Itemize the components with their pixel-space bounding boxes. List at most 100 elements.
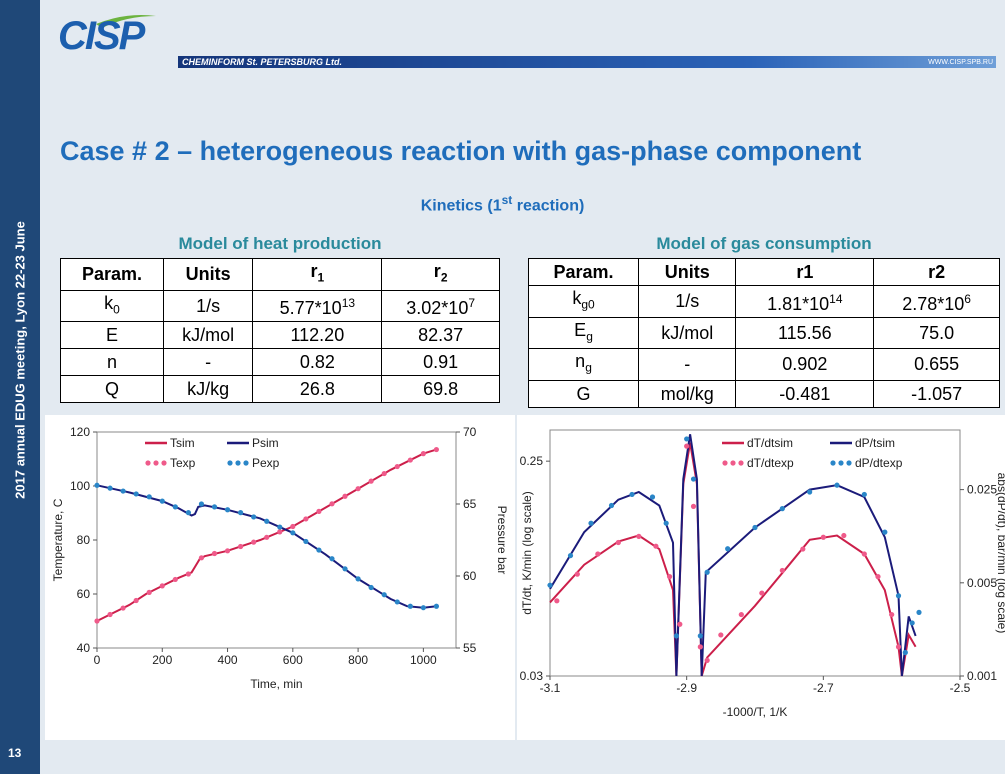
- data-point: [355, 576, 361, 582]
- x-tick-label: -2.5: [950, 681, 971, 695]
- text: 26.8: [299, 379, 335, 400]
- data-point: [895, 644, 902, 650]
- text: E: [574, 319, 587, 340]
- data-point: [94, 618, 100, 624]
- legend-swatch: [838, 460, 844, 466]
- legend-swatch: [227, 460, 233, 466]
- table-header-row: Param. Units r1 r2: [527, 258, 1000, 286]
- data-point: [146, 494, 152, 500]
- data-point: [629, 491, 635, 498]
- table: Param. Units r1 r2 kg0 1/s 1.81*1014 2.78*106 Eg…: [527, 258, 1000, 408]
- text: k: [572, 288, 582, 308]
- data-point: [690, 476, 697, 482]
- text: E: [105, 325, 118, 346]
- data-point: [916, 609, 922, 615]
- y-axis-label: Temperature, C: [51, 498, 65, 581]
- data-point: [303, 516, 309, 522]
- company: CHEMINFORM St. PETERSBURG Ltd.: [182, 57, 342, 67]
- superscript: 13: [341, 296, 356, 311]
- text: 69.8: [423, 379, 459, 400]
- y2-axis-label: abs(dP/dt), bar/min (log scale): [995, 473, 1005, 634]
- header-cell: r1: [252, 258, 383, 291]
- table-row: kg0 1/s 1.81*1014 2.78*106: [527, 285, 1000, 318]
- header-bar: [178, 56, 996, 68]
- text: -1.057: [911, 383, 963, 404]
- data-point: [697, 633, 703, 639]
- y2-tick-label: 60: [463, 569, 477, 583]
- data-point: [420, 605, 426, 611]
- data-point: [368, 584, 374, 591]
- x-tick-label: 800: [348, 653, 368, 667]
- cell: -1.057: [873, 379, 1000, 408]
- text: Kinetics (1: [420, 197, 502, 215]
- superscript: 7: [468, 296, 476, 311]
- sidebar: [0, 0, 40, 774]
- text: mol/kg: [660, 383, 714, 404]
- text: 75.0: [919, 322, 955, 343]
- x-tick-label: 600: [283, 653, 303, 667]
- data-point: [779, 506, 785, 512]
- cell: mol/kg: [638, 379, 737, 408]
- data-point: [238, 543, 244, 550]
- data-point: [394, 463, 400, 470]
- text: Units: [185, 264, 231, 285]
- data-point: [211, 504, 218, 510]
- cell: k0: [60, 289, 164, 323]
- legend-swatch: [145, 460, 151, 466]
- y-tick-label: 40: [77, 641, 91, 655]
- data-point: [779, 567, 785, 574]
- text: r2: [928, 262, 946, 282]
- data-point: [407, 457, 413, 463]
- data-point: [653, 543, 659, 549]
- data-point: [133, 491, 139, 497]
- data-point: [381, 470, 387, 477]
- text: 1/s: [675, 291, 700, 312]
- data-point: [381, 592, 387, 598]
- table-caption: Model of gas consumption: [656, 234, 872, 253]
- title: Case # 2 – heterogeneous reaction with g…: [60, 136, 862, 166]
- chart: 0 200 400 600 800 1000 40 60 80 100 120 55 60 65 70 Tim…: [45, 415, 515, 740]
- superscript: 14: [829, 291, 843, 306]
- data-point: [595, 551, 601, 557]
- cell: kg0: [527, 285, 640, 318]
- data-point: [677, 621, 683, 627]
- legend-swatch: [161, 460, 167, 466]
- legend-label: dP/tsim: [855, 436, 895, 450]
- data-point: [882, 529, 888, 535]
- cell: 2.78*106: [873, 285, 1000, 318]
- data-point: [567, 552, 574, 559]
- data-point: [394, 599, 400, 605]
- data-point: [834, 482, 840, 488]
- chart: -3.1 -2.9 -2.7 -2.5 0.03 0.25 0.001 0.005 0.025 -…: [517, 415, 1005, 740]
- data-point: [666, 574, 673, 580]
- x-axis-label: -1000/T, 1/K: [723, 705, 788, 719]
- cell: 1/s: [162, 289, 254, 323]
- y2-tick-label: 0.001: [967, 669, 997, 683]
- legend-label: Texp: [170, 456, 196, 470]
- cell: 0.902: [735, 348, 875, 381]
- text: -: [684, 354, 691, 375]
- data-point: [342, 493, 348, 499]
- text: 82.37: [418, 325, 464, 346]
- legend-label: Pexp: [252, 456, 280, 470]
- data-point: [861, 551, 867, 557]
- data-point: [697, 644, 703, 650]
- text: Param.: [81, 264, 142, 285]
- data-point: [251, 539, 257, 545]
- data-point: [718, 632, 724, 638]
- data-point: [704, 569, 710, 575]
- data-point: [690, 503, 697, 509]
- data-point: [725, 546, 731, 552]
- header-cell: Param.: [60, 258, 164, 291]
- superscript: 6: [964, 291, 971, 306]
- table-row: ng - 0.902 0.655: [527, 348, 1000, 381]
- text: 115.56: [777, 322, 832, 343]
- data-point: [342, 566, 348, 572]
- data-point: [198, 555, 205, 561]
- data-point: [159, 498, 165, 504]
- legend-label: dT/dtexp: [747, 456, 794, 470]
- text: 1.81*10: [767, 293, 830, 314]
- logo-swoosh: [96, 15, 156, 28]
